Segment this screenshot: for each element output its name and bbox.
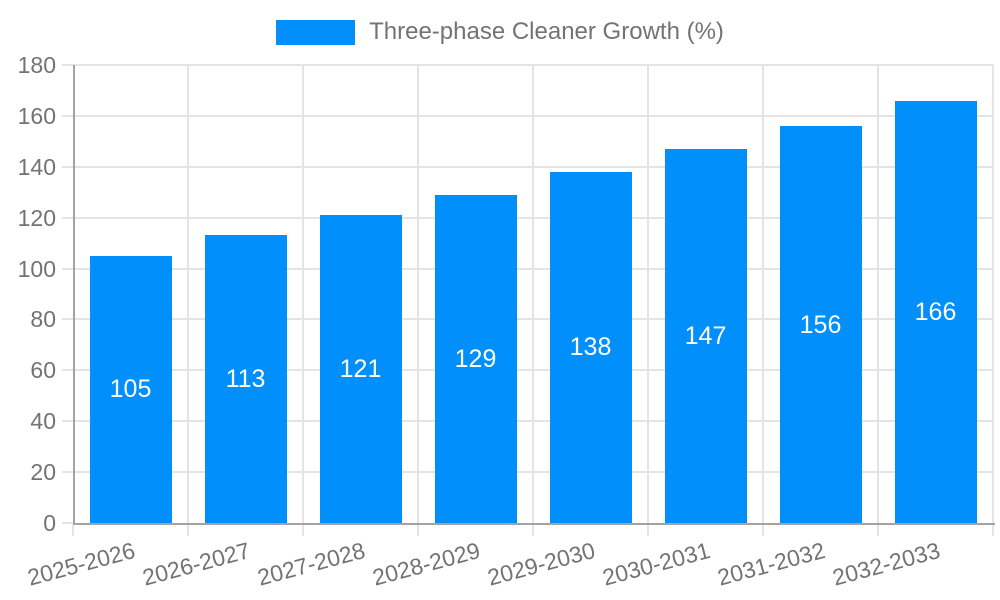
x-tick-label: 2028-2029 [369,537,483,591]
bar[interactable]: 147 [664,148,747,523]
v-gridline [187,65,189,523]
x-tick-mark [417,525,419,536]
bar[interactable]: 166 [894,100,977,523]
bar[interactable]: 121 [319,215,402,523]
x-tick-mark [877,525,879,536]
bar[interactable]: 105 [89,255,172,523]
y-tick-label: 160 [17,102,56,129]
x-tick-mark [302,525,304,536]
y-tick-label: 20 [30,459,56,486]
y-tick-mark [62,420,73,423]
y-tick-mark [62,318,73,321]
y-tick-label: 100 [17,255,56,282]
chart-legend: Three-phase Cleaner Growth (%) [0,19,1000,45]
bar-value-label: 156 [799,310,842,339]
x-tick-mark [532,525,534,536]
y-tick-mark [62,64,73,66]
bar-value-label: 138 [569,333,612,362]
bar-value-label: 129 [454,344,497,373]
y-tick-label: 60 [30,357,56,384]
x-tick-mark [647,525,649,536]
x-tick-label: 2026-2027 [139,537,253,591]
v-gridline [302,65,304,523]
bar-value-label: 113 [225,365,266,394]
bar-value-label: 166 [914,297,957,326]
y-tick-mark [62,267,73,270]
y-tick-mark [62,522,73,524]
bar[interactable]: 113 [204,235,287,523]
bar[interactable]: 138 [549,171,632,523]
y-tick-mark [62,114,73,117]
y-tick-label: 0 [43,510,56,536]
v-gridline [762,65,764,523]
y-tick-label: 80 [30,306,56,333]
y-tick-label: 120 [17,204,56,231]
y-tick-label: 180 [17,52,56,78]
bar[interactable]: 156 [779,126,862,523]
x-tick-label: 2029-2030 [484,537,598,591]
v-gridline [877,65,879,523]
bar-value-label: 147 [684,321,727,350]
x-axis-line [73,523,995,525]
x-tick-label: 2025-2026 [24,537,138,591]
bar-value-label: 105 [109,375,152,404]
y-tick-label: 140 [17,153,56,180]
v-gridline [532,65,534,523]
y-tick-mark [62,471,73,474]
x-tick-label: 2031-2032 [714,537,828,591]
y-tick-label: 40 [30,408,56,435]
x-tick-label: 2032-2033 [829,537,943,591]
x-tick-mark [72,525,74,536]
x-tick-mark [992,525,994,536]
y-tick-mark [62,216,73,219]
legend-color-swatch [276,19,356,45]
legend-series-label: Three-phase Cleaner Growth (%) [369,18,724,45]
y-tick-mark [62,369,73,372]
y-axis-line [73,65,75,525]
legend-item[interactable]: Three-phase Cleaner Growth (%) [276,19,724,45]
x-tick-label: 2030-2031 [599,537,713,591]
bar-value-label: 121 [339,355,382,384]
bar[interactable]: 129 [434,194,517,523]
y-tick-mark [62,165,73,168]
v-gridline [647,65,649,523]
x-tick-mark [762,525,764,536]
x-tick-mark [187,525,189,536]
v-gridline [417,65,419,523]
v-gridline [992,65,994,523]
x-tick-label: 2027-2028 [254,537,368,591]
